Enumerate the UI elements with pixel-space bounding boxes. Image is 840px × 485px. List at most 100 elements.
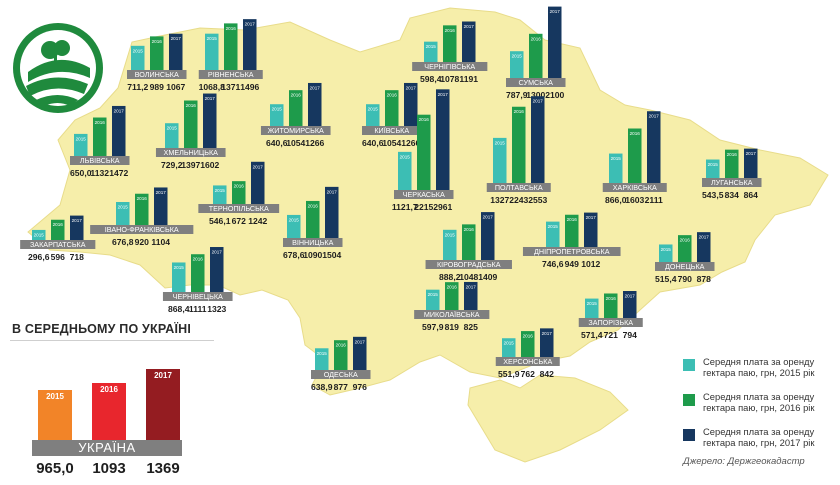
- bar-year-tag: 2017: [483, 215, 494, 220]
- bar-2015: [502, 338, 516, 357]
- source-note: Джерело: Держгеокадастр: [683, 456, 805, 467]
- value-label-2015: 746,6: [542, 259, 564, 269]
- legend-swatch-2015: [683, 359, 695, 371]
- bar-2015: [659, 244, 673, 262]
- legend-item-2015: Середня плата за оренду гектара паю, грн…: [683, 356, 833, 391]
- region-name: ЗАКАРПАТСЬКА: [30, 240, 86, 249]
- region-19: 2015 2016 2017 ДОНЕЦЬКА 515,4 790 878: [655, 232, 715, 284]
- legend-item-2017: Середня плата за оренду гектара паю, грн…: [683, 426, 833, 461]
- bar-2015: [443, 229, 457, 260]
- bar-year-tag: 2015: [215, 188, 226, 193]
- bar-2017: [584, 212, 598, 247]
- bar-2016: [417, 114, 431, 190]
- value-label-2015: 598,4: [420, 74, 442, 84]
- value-label-2017: 976: [353, 382, 368, 392]
- value-label-2015: 866,0: [605, 195, 627, 205]
- region-name-band: [506, 78, 566, 87]
- bar-2016: [135, 193, 149, 225]
- bar-2017: [481, 212, 495, 260]
- bar-year-tag: 2016: [531, 36, 542, 41]
- value-label-2016: 1048: [459, 272, 478, 282]
- value-label-2017: 1504: [322, 250, 341, 260]
- legend: Середня плата за оренду гектара паю, грн…: [683, 356, 833, 461]
- region-name-band: [486, 183, 551, 192]
- bar-2017: [404, 82, 418, 126]
- region-name: МИКОЛАЇВСЬКА: [424, 310, 480, 319]
- bar-year-tag: 2016: [447, 285, 458, 290]
- value-label-2015: 551,9: [498, 369, 520, 379]
- bar-2015: [287, 214, 301, 238]
- bar-2015: [270, 104, 284, 126]
- value-label-2017: 718: [70, 252, 85, 262]
- bar-year-tag: 2017: [171, 36, 182, 41]
- bar-year-tag: 2017: [156, 190, 167, 195]
- value-label-2017: 864: [744, 190, 759, 200]
- value-label-2016: 2215: [414, 202, 433, 212]
- national-average-bar-2015: 2015: [38, 389, 72, 440]
- bar-2016: [191, 254, 205, 292]
- region-name-band: [260, 126, 331, 135]
- region-name: ЛУГАНСЬКА: [711, 178, 753, 187]
- region-name-band: [127, 70, 187, 79]
- bar-year-tag: 2016: [53, 222, 64, 227]
- region-name: ДОНЕЦЬКА: [665, 262, 705, 271]
- value-label-2016: 1078: [440, 74, 459, 84]
- bar-year-tag: 2017: [355, 339, 366, 344]
- value-label-2015: 546,1: [209, 216, 231, 226]
- value-label-2017: 1323: [207, 304, 226, 314]
- bar-2015: [74, 133, 88, 156]
- region-name: ХМЕЛЬНИЦЬКА: [164, 148, 219, 157]
- bar-2016: [529, 33, 543, 78]
- region-name-band: [155, 148, 226, 157]
- region-name: ОДЕСЬКА: [324, 370, 358, 379]
- value-label-2017: 1067: [166, 82, 185, 92]
- value-label-2016: 1132: [90, 168, 109, 178]
- region-name-band: [412, 62, 488, 71]
- bar-2017: [243, 19, 257, 70]
- region-name: ЛЬВІВСЬКА: [80, 156, 120, 165]
- national-average-panel: В СЕРЕДНЬОМУ ПО УКРАЇНІ 2015 2016 2017 УКР…: [0, 318, 222, 480]
- bar-year-tag: 2016: [137, 196, 148, 201]
- bar-year-tag: 2016: [606, 296, 617, 301]
- region-22: 2015 2016 2017 ЗАПОРІЗЬКА 571,4 721 794: [578, 291, 643, 340]
- region-name-band: [311, 370, 371, 379]
- bar-2017: [308, 82, 322, 126]
- region-name-band: [602, 183, 667, 192]
- bar-year-tag: 2017: [212, 250, 223, 255]
- bar-year-tag: 2017: [327, 189, 338, 194]
- bar-2017: [169, 33, 183, 70]
- national-average-value-2016: 1093: [92, 460, 126, 477]
- bar-year-tag: 2017: [72, 218, 83, 223]
- bar-year-tag: 2017: [550, 9, 561, 14]
- value-label-2015: 650,0: [70, 168, 92, 178]
- value-label-2016: 877: [334, 382, 349, 392]
- bar-2015: [205, 33, 219, 70]
- value-label-2017: 2100: [545, 90, 564, 100]
- value-label-2016: 1300: [526, 90, 545, 100]
- legend-swatch-2017: [683, 429, 695, 441]
- bar-2016: [462, 224, 476, 260]
- bar-2016: [150, 36, 164, 70]
- bar-year-tag: 2015: [400, 154, 411, 159]
- bar-year-tag: 2016: [567, 217, 578, 222]
- region-name: ЗАПОРІЗЬКА: [588, 318, 633, 327]
- bar-2017: [325, 186, 339, 238]
- bar-year-tag: 2016: [514, 109, 525, 114]
- value-label-2017: 1496: [240, 82, 259, 92]
- legend-label-2016: Середня плата за оренду гектара паю, грн…: [703, 391, 815, 413]
- bar-year-tag: 2015: [133, 48, 144, 53]
- value-label-2016: 790: [678, 274, 693, 284]
- national-average-bar-2017: 2017: [146, 368, 180, 440]
- bar-2016: [232, 181, 246, 204]
- value-label-2016: 1371: [221, 82, 240, 92]
- bar-2017: [154, 187, 168, 225]
- bar-year-tag: 2017: [438, 92, 449, 97]
- region-name: ЧЕРНІГІВСЬКА: [424, 62, 475, 71]
- region-name: ДНІПРОПЕТРОВСЬКА: [534, 247, 610, 256]
- bar-2016: [443, 25, 457, 62]
- value-label-2016: 1090: [303, 250, 322, 260]
